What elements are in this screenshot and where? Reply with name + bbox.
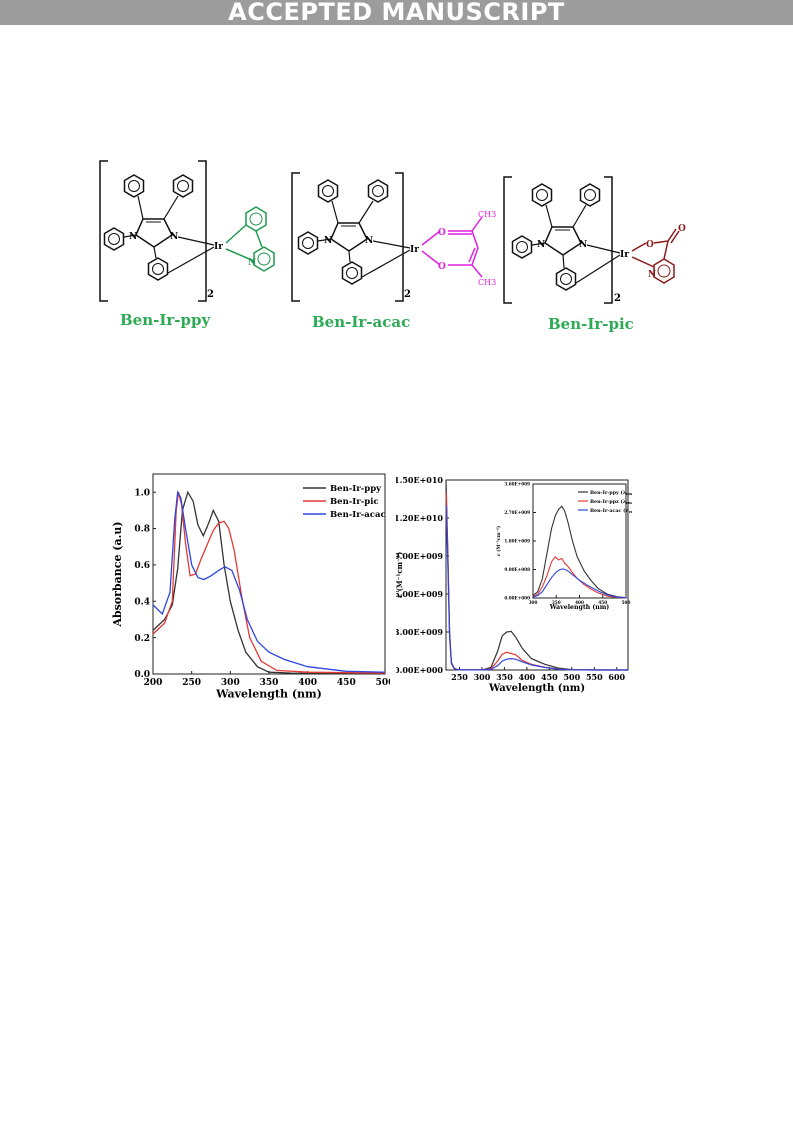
inset-legend-label: Ben-Ir-ppz (λem=534 nm) <box>590 498 632 505</box>
ext-x-tick-label: 500 <box>563 672 580 682</box>
ext-y-tick-label: 3.00E+009 <box>396 627 443 637</box>
abs-y-tick-label: 0.4 <box>134 597 150 607</box>
subscript-2: 2 <box>404 289 411 300</box>
manuscript-banner: ACCEPTED MANUSCRIPT <box>0 0 793 25</box>
o-atom-label: O <box>678 224 686 234</box>
ext-y-tick-label: 6.00E+009 <box>396 589 443 599</box>
compound-name-ppy: Ben-Ir-ppy <box>120 311 211 329</box>
methyl-label: CH3 <box>478 210 496 219</box>
abs-y-tick-label: 0.2 <box>134 634 150 644</box>
abs-y-tick-label: 0.6 <box>134 561 150 571</box>
ext-y-tick-label: 1.50E+010 <box>396 475 443 485</box>
abs-series-line-2 <box>152 490 386 673</box>
abs-x-axis-label: Wavelength (nm) <box>215 687 322 700</box>
methyl-label: CH3 <box>478 278 496 287</box>
abs-series-line-0 <box>152 490 386 675</box>
ext-x-tick-label: 350 <box>496 672 513 682</box>
abs-x-tick-label: 400 <box>298 678 317 688</box>
o-atom-label: O <box>646 240 654 250</box>
abs-legend-label: Ben-Ir-pic <box>330 497 379 507</box>
abs-y-axis-label: Absorbance (a.u) <box>111 521 124 627</box>
inset-series-line-0 <box>532 505 627 599</box>
abs-plot-frame <box>152 473 386 675</box>
ir-label: Ir <box>620 250 629 260</box>
ext-y-tick-label: 0.00E+000 <box>396 665 443 675</box>
abs-x-tick-label: 500 <box>376 678 390 688</box>
inset-series-line-1 <box>532 555 627 599</box>
ext-x-tick-label: 300 <box>474 672 491 682</box>
inset-x-axis-label: Wavelength (nm) <box>549 604 610 611</box>
inset-y-axis-label: ε (M⁻¹cm⁻¹) <box>495 526 502 556</box>
o-atom-label: O <box>438 228 446 238</box>
n-atom-label: N <box>579 240 587 250</box>
abs-legend-label: Ben-Ir-acac <box>330 510 386 520</box>
ext-x-tick-label: 400 <box>519 672 536 682</box>
abs-legend-label: Ben-Ir-ppy <box>330 484 382 494</box>
complex-ben-ir-acac: N N Ir 2 O O CH3 CH3 Ben-Ir-acac <box>291 172 496 331</box>
inset-y-tick-label: 0.00E+000 <box>504 595 530 600</box>
inset-x-tick-label: 400 <box>575 600 584 605</box>
inset-series-line-2 <box>532 568 627 599</box>
o-atom-label: O <box>438 262 446 272</box>
extinction-chart: 250 300 350 400 450 500 550 600 0.00E+000 3.00E+0… <box>396 475 632 694</box>
n-atom-label: N <box>248 258 256 268</box>
inset-legend-label: Ben-Ir-ppy (λem=523 nm) <box>590 489 632 496</box>
inset-y-tick-label: 1.80E+009 <box>504 538 530 543</box>
compound-name-pic: Ben-Ir-pic <box>548 315 634 333</box>
ext-x-tick-label: 600 <box>608 672 625 682</box>
inset-x-tick-label: 500 <box>622 600 631 605</box>
ext-x-axis-label: Wavelength (nm) <box>488 683 585 694</box>
ir-label: Ir <box>214 242 223 252</box>
ext-inset-plot: 300 350 400 450 500 0.00E+000 9.00E+008 1.80E+0… <box>495 481 632 610</box>
abs-x-tick-label: 200 <box>144 678 163 688</box>
abs-x-tick-label: 250 <box>182 678 201 688</box>
ext-x-tick-label: 450 <box>541 672 558 682</box>
ext-x-tick-label: 550 <box>586 672 603 682</box>
inset-y-tick-label: 9.00E+008 <box>504 567 530 572</box>
inset-x-tick-label: 450 <box>598 600 607 605</box>
n-atom-label: N <box>170 232 178 242</box>
n-atom-label: N <box>324 236 332 246</box>
compound-name-acac: Ben-Ir-acac <box>312 313 410 331</box>
subscript-2: 2 <box>207 289 214 300</box>
abs-y-tick-label: 0.8 <box>134 525 150 535</box>
inset-y-tick-label: 3.60E+009 <box>504 481 530 486</box>
ext-y-tick-label: 1.20E+010 <box>396 513 443 523</box>
ext-series-line-2 <box>445 505 628 671</box>
ir-label: Ir <box>410 245 419 255</box>
inset-x-tick-label: 350 <box>552 600 561 605</box>
ext-y-axis-label: ε (M⁻¹cm⁻¹) <box>396 552 404 598</box>
n-atom-label: N <box>648 270 656 280</box>
abs-x-tick-label: 450 <box>337 678 356 688</box>
inset-y-tick-label: 2.70E+009 <box>504 510 530 515</box>
inset-plot-frame <box>532 483 627 599</box>
ext-y-tick-label: 9.00E+009 <box>396 551 443 561</box>
inset-x-tick-label: 300 <box>529 600 538 605</box>
n-atom-label: N <box>537 240 545 250</box>
inset-legend-label: Ben-Ir-acac (λem=542 nm) <box>590 507 632 514</box>
abs-y-tick-label: 0.0 <box>134 670 150 680</box>
abs-x-tick-label: 300 <box>221 678 240 688</box>
subscript-2: 2 <box>614 293 621 304</box>
structures-figure: N N Ir 2 N Ben-Ir-ppy N N Ir 2 <box>99 160 686 333</box>
n-atom-label: N <box>365 236 373 246</box>
banner-text: ACCEPTED MANUSCRIPT <box>228 0 565 26</box>
absorbance-chart: 200 250 300 350 400 450 500 0.0 0.2 0.4 0.6 0.8 1.0 W… <box>111 473 390 700</box>
abs-y-tick-label: 1.0 <box>134 488 150 498</box>
complex-ben-ir-pic: N N Ir 2 O O N Ben-Ir-pic <box>503 176 686 333</box>
abs-x-tick-label: 350 <box>260 678 279 688</box>
complex-ben-ir-ppy: N N Ir 2 N Ben-Ir-ppy <box>99 160 275 329</box>
n-atom-label: N <box>129 232 137 242</box>
ext-x-tick-label: 250 <box>451 672 468 682</box>
